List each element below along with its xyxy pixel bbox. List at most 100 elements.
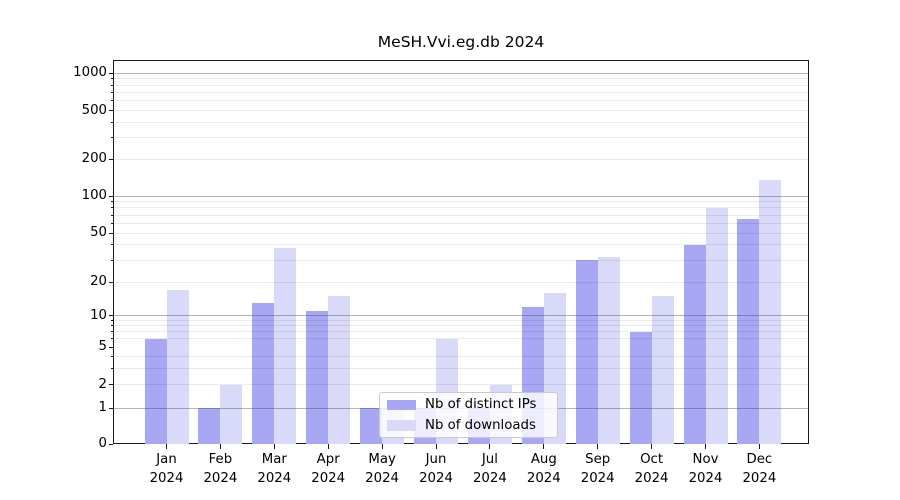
bar-downloads-sep — [597, 256, 620, 444]
grid-line-minor — [113, 367, 809, 369]
y-minor-tick-mark — [110, 384, 113, 386]
grid-line-major — [113, 72, 809, 74]
y-minor-tick-mark — [110, 325, 113, 327]
y-minor-tick-mark — [110, 92, 113, 94]
grid-line-minor — [113, 331, 809, 333]
y-tick-mark — [109, 346, 113, 348]
grid-line-minor — [113, 281, 809, 283]
x-tick-mark — [651, 444, 653, 449]
grid-line-minor — [113, 319, 809, 321]
x-tick-mark — [166, 444, 167, 449]
chart-title: MeSH.Vvi.eg.db 2024 — [377, 33, 545, 51]
y-minor-tick-mark — [110, 100, 113, 102]
y-minor-tick-mark — [110, 244, 113, 246]
bar-ips-apr — [306, 311, 329, 444]
x-tick-mark — [327, 444, 329, 449]
legend-swatch-downloads — [387, 420, 416, 431]
grid-line-minor — [113, 110, 809, 112]
x-tick-label-may: May 2024 — [365, 452, 400, 486]
grid-line-minor — [113, 214, 809, 216]
grid-line-minor — [113, 222, 809, 224]
y-minor-tick-mark — [110, 331, 113, 333]
bar-ips-mar — [252, 302, 275, 444]
x-tick-mark — [273, 444, 275, 449]
y-minor-tick-mark — [110, 338, 113, 340]
y-tick-mark — [109, 72, 113, 74]
grid-line-minor — [113, 137, 809, 139]
grid-line-minor — [113, 232, 809, 234]
bar-ips-nov — [683, 244, 706, 444]
grid-line-minor — [113, 244, 809, 246]
grid-line-minor — [113, 122, 809, 124]
grid-line-minor — [113, 92, 809, 94]
x-tick-label-jul: Jul 2024 — [472, 452, 507, 486]
bar-downloads-nov — [705, 207, 728, 444]
y-tick-label: 0 — [98, 436, 107, 451]
y-tick-label: 1 — [98, 400, 107, 416]
y-minor-tick-mark — [110, 222, 113, 224]
x-tick-mark — [543, 444, 545, 449]
x-tick-label-jan: Jan 2024 — [149, 452, 184, 486]
bar-ips-oct — [629, 331, 652, 444]
y-tick-label: 50 — [90, 225, 107, 240]
y-tick-label: 20 — [90, 274, 107, 289]
grid-line-minor — [113, 84, 809, 86]
grid-line-minor — [113, 384, 809, 386]
y-minor-tick-mark — [110, 367, 113, 369]
y-tick-mark — [109, 315, 113, 317]
y-minor-tick-mark — [110, 201, 113, 203]
bar-downloads-mar — [274, 247, 297, 444]
legend-swatch-ips — [387, 399, 416, 410]
y-tick-mark — [109, 407, 113, 409]
y-minor-tick-mark — [110, 78, 113, 80]
bar-downloads-dec — [759, 180, 782, 444]
y-minor-tick-mark — [110, 319, 113, 321]
y-tick-label: 1000 — [73, 65, 107, 81]
x-tick-label-jun: Jun 2024 — [419, 452, 453, 486]
grid-line-minor — [113, 338, 809, 340]
grid-line-minor — [113, 325, 809, 327]
y-minor-tick-mark — [110, 122, 113, 124]
y-minor-tick-mark — [110, 158, 113, 160]
grid-line-minor — [113, 207, 809, 209]
bar-ips-feb — [198, 408, 221, 444]
x-tick-label-nov: Nov 2024 — [688, 452, 723, 486]
legend-label-downloads: Nb of downloads — [425, 417, 536, 433]
x-tick-label-feb: Feb 2024 — [203, 452, 238, 486]
legend-label-ips: Nb of distinct IPs — [425, 397, 537, 413]
bar-ips-may — [360, 408, 383, 444]
legend-item-downloads: Nb of downloads — [387, 417, 550, 435]
grid-line-minor — [113, 78, 809, 80]
x-tick-mark — [705, 444, 706, 449]
grid-line-minor — [113, 259, 809, 261]
y-tick-label: 200 — [81, 151, 107, 167]
x-tick-label-mar: Mar 2024 — [257, 452, 292, 486]
grid-line-minor — [113, 158, 809, 160]
legend: Nb of distinct IPs Nb of downloads — [379, 392, 558, 438]
x-tick-mark — [489, 444, 491, 449]
y-minor-tick-mark — [110, 259, 113, 261]
grid-line-minor — [113, 355, 809, 357]
x-tick-mark — [219, 444, 221, 449]
y-tick-label: 500 — [81, 102, 107, 118]
y-minor-tick-mark — [110, 355, 113, 357]
x-tick-mark — [381, 444, 383, 449]
y-minor-tick-mark — [110, 137, 113, 139]
grid-line-minor — [113, 201, 809, 203]
legend-item-distinct-ips: Nb of distinct IPs — [387, 396, 550, 414]
y-minor-tick-mark — [110, 214, 113, 216]
bar-downloads-oct — [651, 295, 674, 444]
y-tick-label: 2 — [98, 376, 107, 392]
y-minor-tick-mark — [110, 281, 113, 283]
y-tick-mark — [109, 443, 113, 445]
y-tick-label: 100 — [81, 188, 107, 203]
bar-ips-jan — [144, 338, 167, 444]
x-tick-label-dec: Dec 2024 — [742, 452, 777, 486]
x-tick-mark — [435, 444, 437, 449]
y-minor-tick-mark — [110, 110, 113, 112]
bar-downloads-apr — [328, 295, 351, 444]
